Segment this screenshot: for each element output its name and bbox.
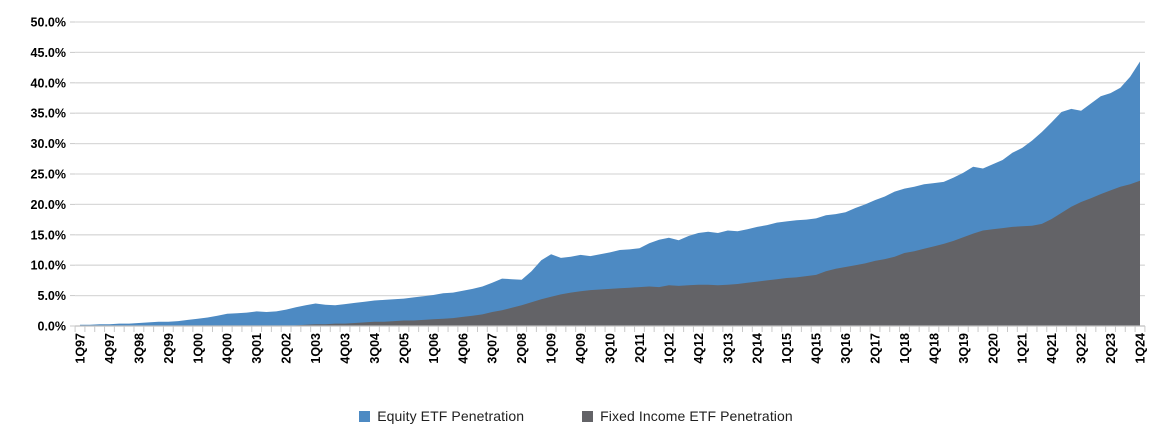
legend-label-equity: Equity ETF Penetration <box>377 408 525 424</box>
chart-legend: Equity ETF Penetration Fixed Income ETF … <box>0 398 1152 434</box>
svg-text:3Q04: 3Q04 <box>368 333 382 364</box>
svg-text:2Q05: 2Q05 <box>397 333 411 364</box>
svg-text:4Q06: 4Q06 <box>456 333 470 364</box>
svg-text:2Q11: 2Q11 <box>633 333 647 363</box>
area-chart-plot: 0.0% 5.0% 10.0% 15.0% 20.0% 25.0% 30.0% 35.0% 40… <box>31 16 1148 364</box>
svg-text:1Q15: 1Q15 <box>780 333 794 364</box>
svg-text:2Q23: 2Q23 <box>1104 333 1118 364</box>
svg-text:0.0%: 0.0% <box>38 320 67 334</box>
svg-text:35.0%: 35.0% <box>31 107 66 121</box>
svg-text:1Q03: 1Q03 <box>309 333 323 364</box>
svg-text:45.0%: 45.0% <box>31 46 66 60</box>
svg-text:30.0%: 30.0% <box>31 137 66 151</box>
svg-text:3Q98: 3Q98 <box>132 333 146 364</box>
legend-item-fixed-income: Fixed Income ETF Penetration <box>582 408 793 424</box>
svg-text:4Q03: 4Q03 <box>339 333 353 364</box>
svg-text:1Q09: 1Q09 <box>545 333 559 364</box>
svg-text:2Q17: 2Q17 <box>869 333 883 364</box>
svg-text:1Q00: 1Q00 <box>191 333 205 364</box>
svg-text:1Q18: 1Q18 <box>898 333 912 364</box>
svg-text:25.0%: 25.0% <box>31 168 66 182</box>
svg-text:50.0%: 50.0% <box>31 16 66 30</box>
fixed-income-series-swatch <box>582 410 594 422</box>
svg-text:4Q09: 4Q09 <box>574 333 588 364</box>
svg-text:2Q14: 2Q14 <box>751 333 765 364</box>
svg-text:4Q21: 4Q21 <box>1045 333 1059 364</box>
svg-text:3Q01: 3Q01 <box>250 333 264 364</box>
svg-text:2Q99: 2Q99 <box>162 333 176 364</box>
svg-text:3Q13: 3Q13 <box>721 333 735 364</box>
svg-text:20.0%: 20.0% <box>31 198 66 212</box>
svg-text:1Q24: 1Q24 <box>1134 333 1148 364</box>
svg-text:3Q22: 3Q22 <box>1075 333 1089 364</box>
svg-text:1Q21: 1Q21 <box>1016 333 1030 364</box>
svg-text:10.0%: 10.0% <box>31 259 66 273</box>
svg-text:40.0%: 40.0% <box>31 76 66 90</box>
svg-text:3Q10: 3Q10 <box>604 333 618 364</box>
svg-text:4Q00: 4Q00 <box>221 333 235 364</box>
svg-text:4Q18: 4Q18 <box>927 333 941 364</box>
legend-item-equity: Equity ETF Penetration <box>359 408 524 424</box>
svg-text:3Q19: 3Q19 <box>957 333 971 364</box>
svg-text:4Q15: 4Q15 <box>810 333 824 364</box>
equity-series-swatch <box>359 410 371 422</box>
svg-text:2Q20: 2Q20 <box>986 333 1000 364</box>
svg-text:3Q16: 3Q16 <box>839 333 853 364</box>
svg-text:4Q97: 4Q97 <box>103 333 117 364</box>
svg-text:1Q06: 1Q06 <box>427 333 441 364</box>
svg-text:5.0%: 5.0% <box>38 289 67 303</box>
svg-text:2Q08: 2Q08 <box>515 333 529 364</box>
legend-label-fixed-income: Fixed Income ETF Penetration <box>600 408 793 424</box>
svg-text:1Q12: 1Q12 <box>662 333 676 364</box>
svg-text:1Q97: 1Q97 <box>74 333 88 364</box>
svg-text:15.0%: 15.0% <box>31 228 66 242</box>
svg-text:4Q12: 4Q12 <box>692 333 706 364</box>
svg-text:2Q02: 2Q02 <box>280 333 294 364</box>
svg-text:3Q07: 3Q07 <box>486 333 500 364</box>
